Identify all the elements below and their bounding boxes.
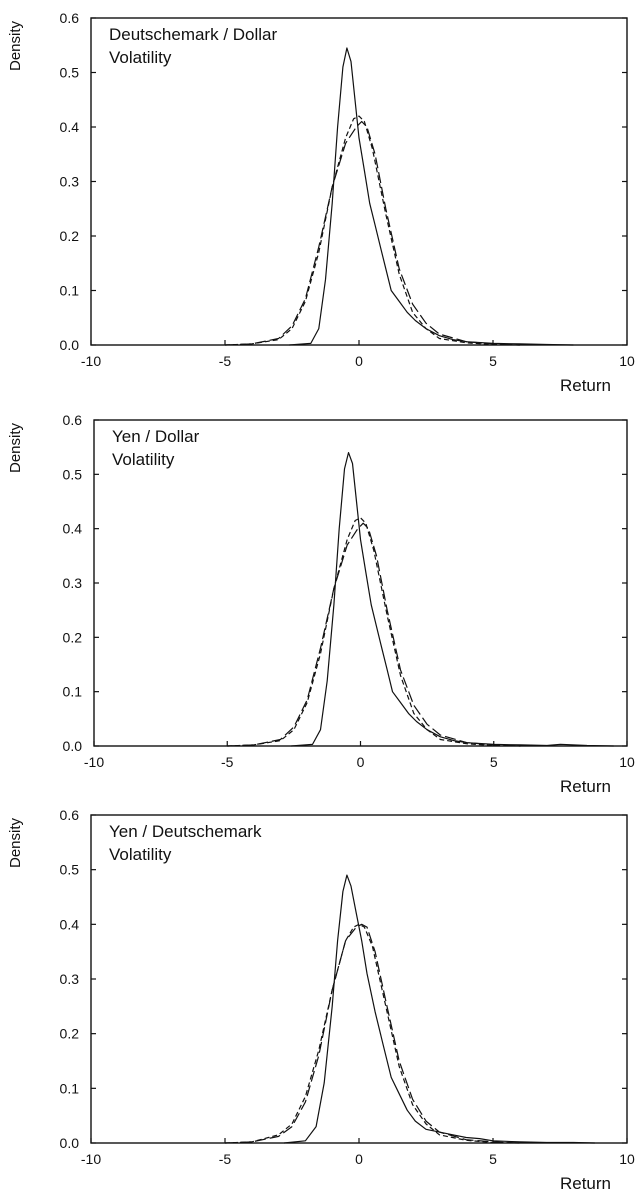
series-line-longdash bbox=[227, 522, 521, 747]
y-tick-label: 0.4 bbox=[63, 521, 83, 537]
density-panel: 0.0 0.1 0.2 0.3 0.4 0.5 0.6 -10 -5 0 5 10 Density Ret… bbox=[7, 412, 635, 796]
y-axis-label: Density bbox=[7, 817, 24, 868]
panel-title-line: Deutschemark / Dollar bbox=[109, 25, 278, 44]
series-line-dashed bbox=[227, 517, 521, 747]
series-line-dashed bbox=[224, 923, 520, 1144]
y-tick-label: 0.1 bbox=[63, 684, 83, 700]
density-panel: 0.0 0.1 0.2 0.3 0.4 0.5 0.6 -10 -5 0 5 10 Density Ret… bbox=[7, 10, 635, 395]
x-tick-label: -10 bbox=[84, 754, 104, 770]
y-tick-label: 0.6 bbox=[63, 412, 83, 428]
x-tick-label: 0 bbox=[355, 353, 363, 369]
density-panel: 0.0 0.1 0.2 0.3 0.4 0.5 0.6 -10 -5 0 5 10 Density Ret… bbox=[7, 807, 635, 1193]
series-line-longdash bbox=[224, 923, 520, 1144]
x-tick-label: 10 bbox=[619, 1151, 635, 1167]
series-line-solid bbox=[291, 452, 614, 747]
x-tick-label: 5 bbox=[489, 1151, 497, 1167]
x-axis-label: Return bbox=[560, 376, 611, 395]
y-tick-label: 0.3 bbox=[60, 971, 80, 987]
y-tick-label: 0.6 bbox=[60, 10, 80, 26]
y-tick-label: 0.5 bbox=[60, 65, 80, 81]
panel-title-line: Volatility bbox=[109, 845, 172, 864]
y-tick-label: 0.2 bbox=[60, 228, 80, 244]
x-tick-label: 10 bbox=[619, 353, 635, 369]
y-tick-label: 0.1 bbox=[60, 283, 80, 299]
x-tick-label: 5 bbox=[490, 754, 498, 770]
y-tick-label: 0.0 bbox=[63, 738, 83, 754]
y-axis-label: Density bbox=[7, 422, 24, 473]
x-tick-label: 5 bbox=[489, 353, 497, 369]
series-line-solid bbox=[283, 874, 595, 1144]
y-tick-label: 0.6 bbox=[60, 807, 80, 823]
y-tick-label: 0.2 bbox=[60, 1026, 80, 1042]
y-tick-label: 0.4 bbox=[60, 119, 80, 135]
x-tick-label: 0 bbox=[357, 754, 365, 770]
x-axis-label: Return bbox=[560, 1174, 611, 1193]
y-tick-label: 0.0 bbox=[60, 1135, 80, 1151]
x-tick-label: 10 bbox=[619, 754, 635, 770]
y-tick-label: 0.4 bbox=[60, 916, 80, 932]
series-line-dashed bbox=[224, 115, 520, 346]
y-tick-label: 0.1 bbox=[60, 1080, 80, 1096]
series-line-solid bbox=[289, 47, 574, 346]
plot-frame bbox=[90, 814, 628, 1144]
panel-title-line: Yen / Dollar bbox=[112, 427, 200, 446]
x-tick-label: -10 bbox=[81, 353, 101, 369]
x-tick-label: 0 bbox=[355, 1151, 363, 1167]
y-tick-label: 0.3 bbox=[60, 174, 80, 190]
series-line-longdash bbox=[224, 120, 520, 346]
panel-title-line: Yen / Deutschemark bbox=[109, 822, 262, 841]
panel-title-line: Volatility bbox=[109, 48, 172, 67]
y-tick-label: 0.5 bbox=[63, 466, 83, 482]
x-tick-label: -10 bbox=[81, 1151, 101, 1167]
y-tick-label: 0.2 bbox=[63, 629, 83, 645]
y-tick-label: 0.3 bbox=[63, 575, 83, 591]
x-axis-label: Return bbox=[560, 777, 611, 796]
x-tick-label: -5 bbox=[219, 1151, 232, 1167]
y-tick-label: 0.5 bbox=[60, 862, 80, 878]
plot-frame bbox=[90, 17, 628, 346]
panel-title-line: Volatility bbox=[112, 450, 175, 469]
x-tick-label: -5 bbox=[221, 754, 234, 770]
x-tick-label: -5 bbox=[219, 353, 232, 369]
y-tick-label: 0.0 bbox=[60, 337, 80, 353]
y-axis-label: Density bbox=[7, 20, 24, 71]
